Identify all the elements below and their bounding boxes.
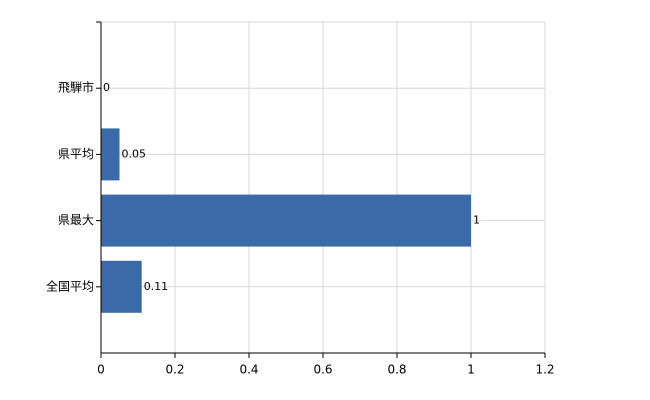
y-tick-label: 飛騨市 — [58, 80, 94, 95]
x-tick-label: 0.8 — [387, 363, 406, 377]
x-tick-label: 0.6 — [313, 363, 332, 377]
y-tick-label: 県最大 — [58, 213, 94, 227]
y-tick-label: 全国平均 — [46, 278, 94, 293]
x-tick-label: 1 — [467, 363, 475, 377]
x-tick-label: 0.4 — [239, 363, 258, 377]
bar — [101, 194, 471, 247]
value-label: 0 — [103, 81, 110, 94]
value-label: 1 — [473, 214, 480, 227]
x-tick-label: 0 — [97, 363, 105, 377]
value-label: 0.05 — [122, 147, 147, 160]
bar — [101, 128, 120, 181]
value-label: 0.11 — [144, 280, 169, 293]
y-tick-label: 県平均 — [58, 147, 94, 161]
x-tick-label: 0.2 — [165, 363, 184, 377]
bar — [101, 260, 142, 313]
x-tick-label: 1.2 — [535, 363, 554, 377]
